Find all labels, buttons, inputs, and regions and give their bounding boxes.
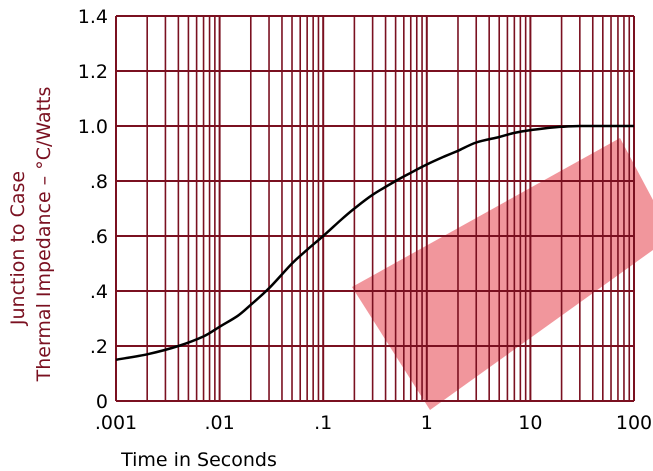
- y-tick-label: .4: [90, 281, 108, 303]
- y-tick-label: 0: [96, 391, 108, 413]
- x-tick-label: 10: [518, 412, 542, 434]
- x-tick-label: .1: [314, 412, 332, 434]
- x-tick-label: .01: [204, 412, 234, 434]
- x-tick-label: 100: [616, 412, 652, 434]
- y-tick-label: 1.4: [78, 6, 108, 28]
- x-tick-label: 1: [421, 412, 433, 434]
- y-tick-label: .8: [90, 171, 108, 193]
- x-tick-labels: .001 .01 .1 1 10 100: [95, 412, 652, 434]
- x-axis-label: Time in Seconds: [120, 449, 277, 471]
- y-tick-labels: 0 .2 .4 .6 .8 1.0 1.2 1.4: [78, 6, 108, 413]
- y-axis-label-line-1: Junction to Case: [7, 171, 29, 326]
- y-axis-label-line-2: Thermal Impedance – °C/Watts: [33, 87, 55, 383]
- y-tick-label: .6: [90, 226, 108, 248]
- impedance-curve: [115, 124, 634, 362]
- y-tick-label: 1.2: [78, 61, 108, 83]
- y-tick-label: .2: [90, 336, 108, 358]
- y-tick-label: 1.0: [78, 116, 108, 138]
- x-tick-label: .001: [95, 412, 137, 434]
- grid-lines: [115, 15, 635, 402]
